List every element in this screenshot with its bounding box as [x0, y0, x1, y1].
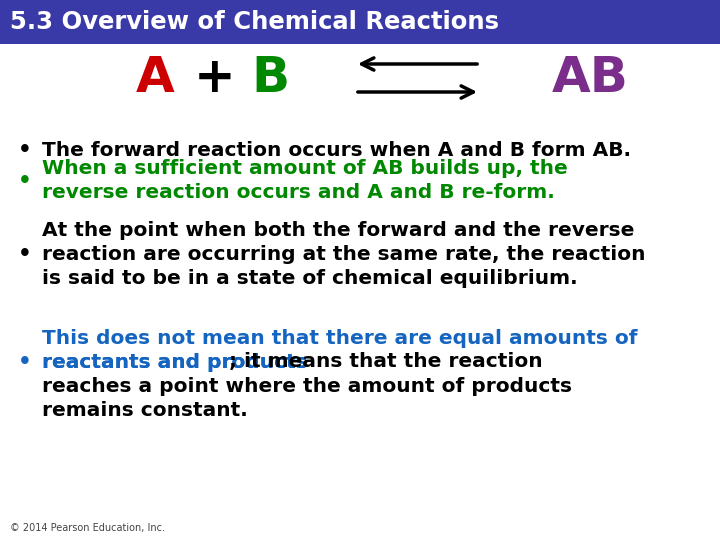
Text: B: B [251, 54, 289, 102]
Text: •: • [18, 140, 32, 160]
Text: is said to be in a state of chemical equilibrium.: is said to be in a state of chemical equ… [42, 268, 577, 287]
Text: •: • [18, 244, 32, 264]
Text: 5.3 Overview of Chemical Reactions: 5.3 Overview of Chemical Reactions [10, 10, 499, 34]
Text: reaction are occurring at the same rate, the reaction: reaction are occurring at the same rate,… [42, 245, 646, 264]
Text: At the point when both the forward and the reverse: At the point when both the forward and t… [42, 220, 634, 240]
Text: +: + [194, 54, 236, 102]
Text: A: A [135, 54, 174, 102]
Bar [0, 0, 720, 44]
Text: The forward reaction occurs when A and B form AB.: The forward reaction occurs when A and B… [42, 140, 631, 159]
Text: reactants and products: reactants and products [42, 353, 307, 372]
Text: AB: AB [552, 54, 629, 102]
Text: reaches a point where the amount of products: reaches a point where the amount of prod… [42, 376, 572, 395]
Text: reactants and products: reactants and products [42, 353, 307, 372]
Text: This does not mean that there are equal amounts of: This does not mean that there are equal … [42, 328, 637, 348]
Text: © 2014 Pearson Education, Inc.: © 2014 Pearson Education, Inc. [10, 523, 165, 533]
Text: When a sufficient amount of AB builds up, the: When a sufficient amount of AB builds up… [42, 159, 568, 179]
Text: ; it means that the reaction: ; it means that the reaction [229, 353, 543, 372]
Text: remains constant.: remains constant. [42, 401, 248, 420]
Text: •: • [18, 171, 32, 191]
Text: reverse reaction occurs and A and B re-form.: reverse reaction occurs and A and B re-f… [42, 184, 554, 202]
Text: •: • [18, 352, 32, 372]
